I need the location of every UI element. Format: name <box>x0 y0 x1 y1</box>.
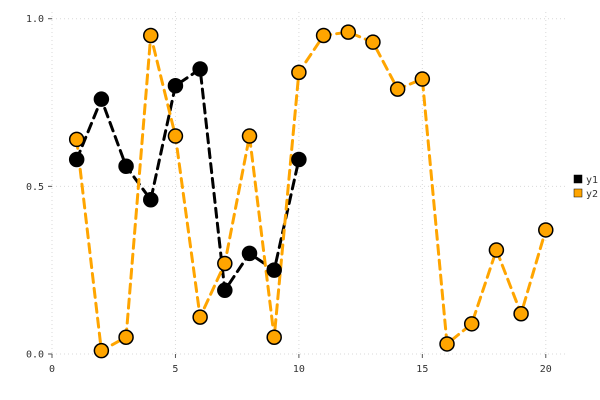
data-point-y1 <box>143 192 159 208</box>
data-point-y1 <box>217 282 233 299</box>
data-point-y2 <box>291 64 307 81</box>
data-point-y2 <box>315 27 332 44</box>
legend-swatch-y1 <box>573 174 583 184</box>
data-point-y2 <box>143 27 159 44</box>
data-point-y2 <box>167 128 184 144</box>
data-point-y2 <box>340 24 357 40</box>
data-point-y2 <box>68 131 85 148</box>
y-tick-label: 0.5 <box>26 182 44 193</box>
x-tick-label: 5 <box>172 364 178 375</box>
y-tick-label: 1.0 <box>26 14 44 25</box>
data-point-y2 <box>93 342 110 359</box>
x-tick-label: 0 <box>49 364 55 375</box>
data-point-y2 <box>488 242 505 258</box>
data-point-y1 <box>167 78 184 94</box>
x-tick-label: 10 <box>293 364 305 375</box>
data-point-y1 <box>266 262 282 278</box>
data-point-y1 <box>68 151 85 168</box>
x-tick-label: 15 <box>416 364 428 375</box>
y-tick-label: 0.0 <box>26 350 44 361</box>
data-point-y1 <box>118 158 134 174</box>
data-point-y2 <box>439 336 455 352</box>
data-point-y1 <box>192 61 208 77</box>
data-point-y2 <box>217 255 233 272</box>
data-point-y2 <box>513 306 529 322</box>
data-point-y2 <box>241 128 258 144</box>
data-point-y2 <box>463 316 480 332</box>
series-line-y1 <box>75 67 301 292</box>
data-point-y2 <box>365 34 381 50</box>
data-point-y2 <box>414 71 431 87</box>
data-point-y2 <box>266 329 282 345</box>
data-point-y1 <box>241 245 258 262</box>
data-point-y1 <box>93 91 110 107</box>
legend-label-y1: y1 <box>586 175 598 186</box>
x-tick-label: 20 <box>540 364 552 375</box>
data-point-y1 <box>291 151 307 168</box>
data-point-y2 <box>192 309 208 325</box>
data-point-y2 <box>118 329 134 345</box>
legend-swatch-y2 <box>573 188 583 198</box>
data-point-y2 <box>538 222 554 238</box>
legend-label-y2: y2 <box>586 189 598 200</box>
data-point-y2 <box>389 81 406 97</box>
